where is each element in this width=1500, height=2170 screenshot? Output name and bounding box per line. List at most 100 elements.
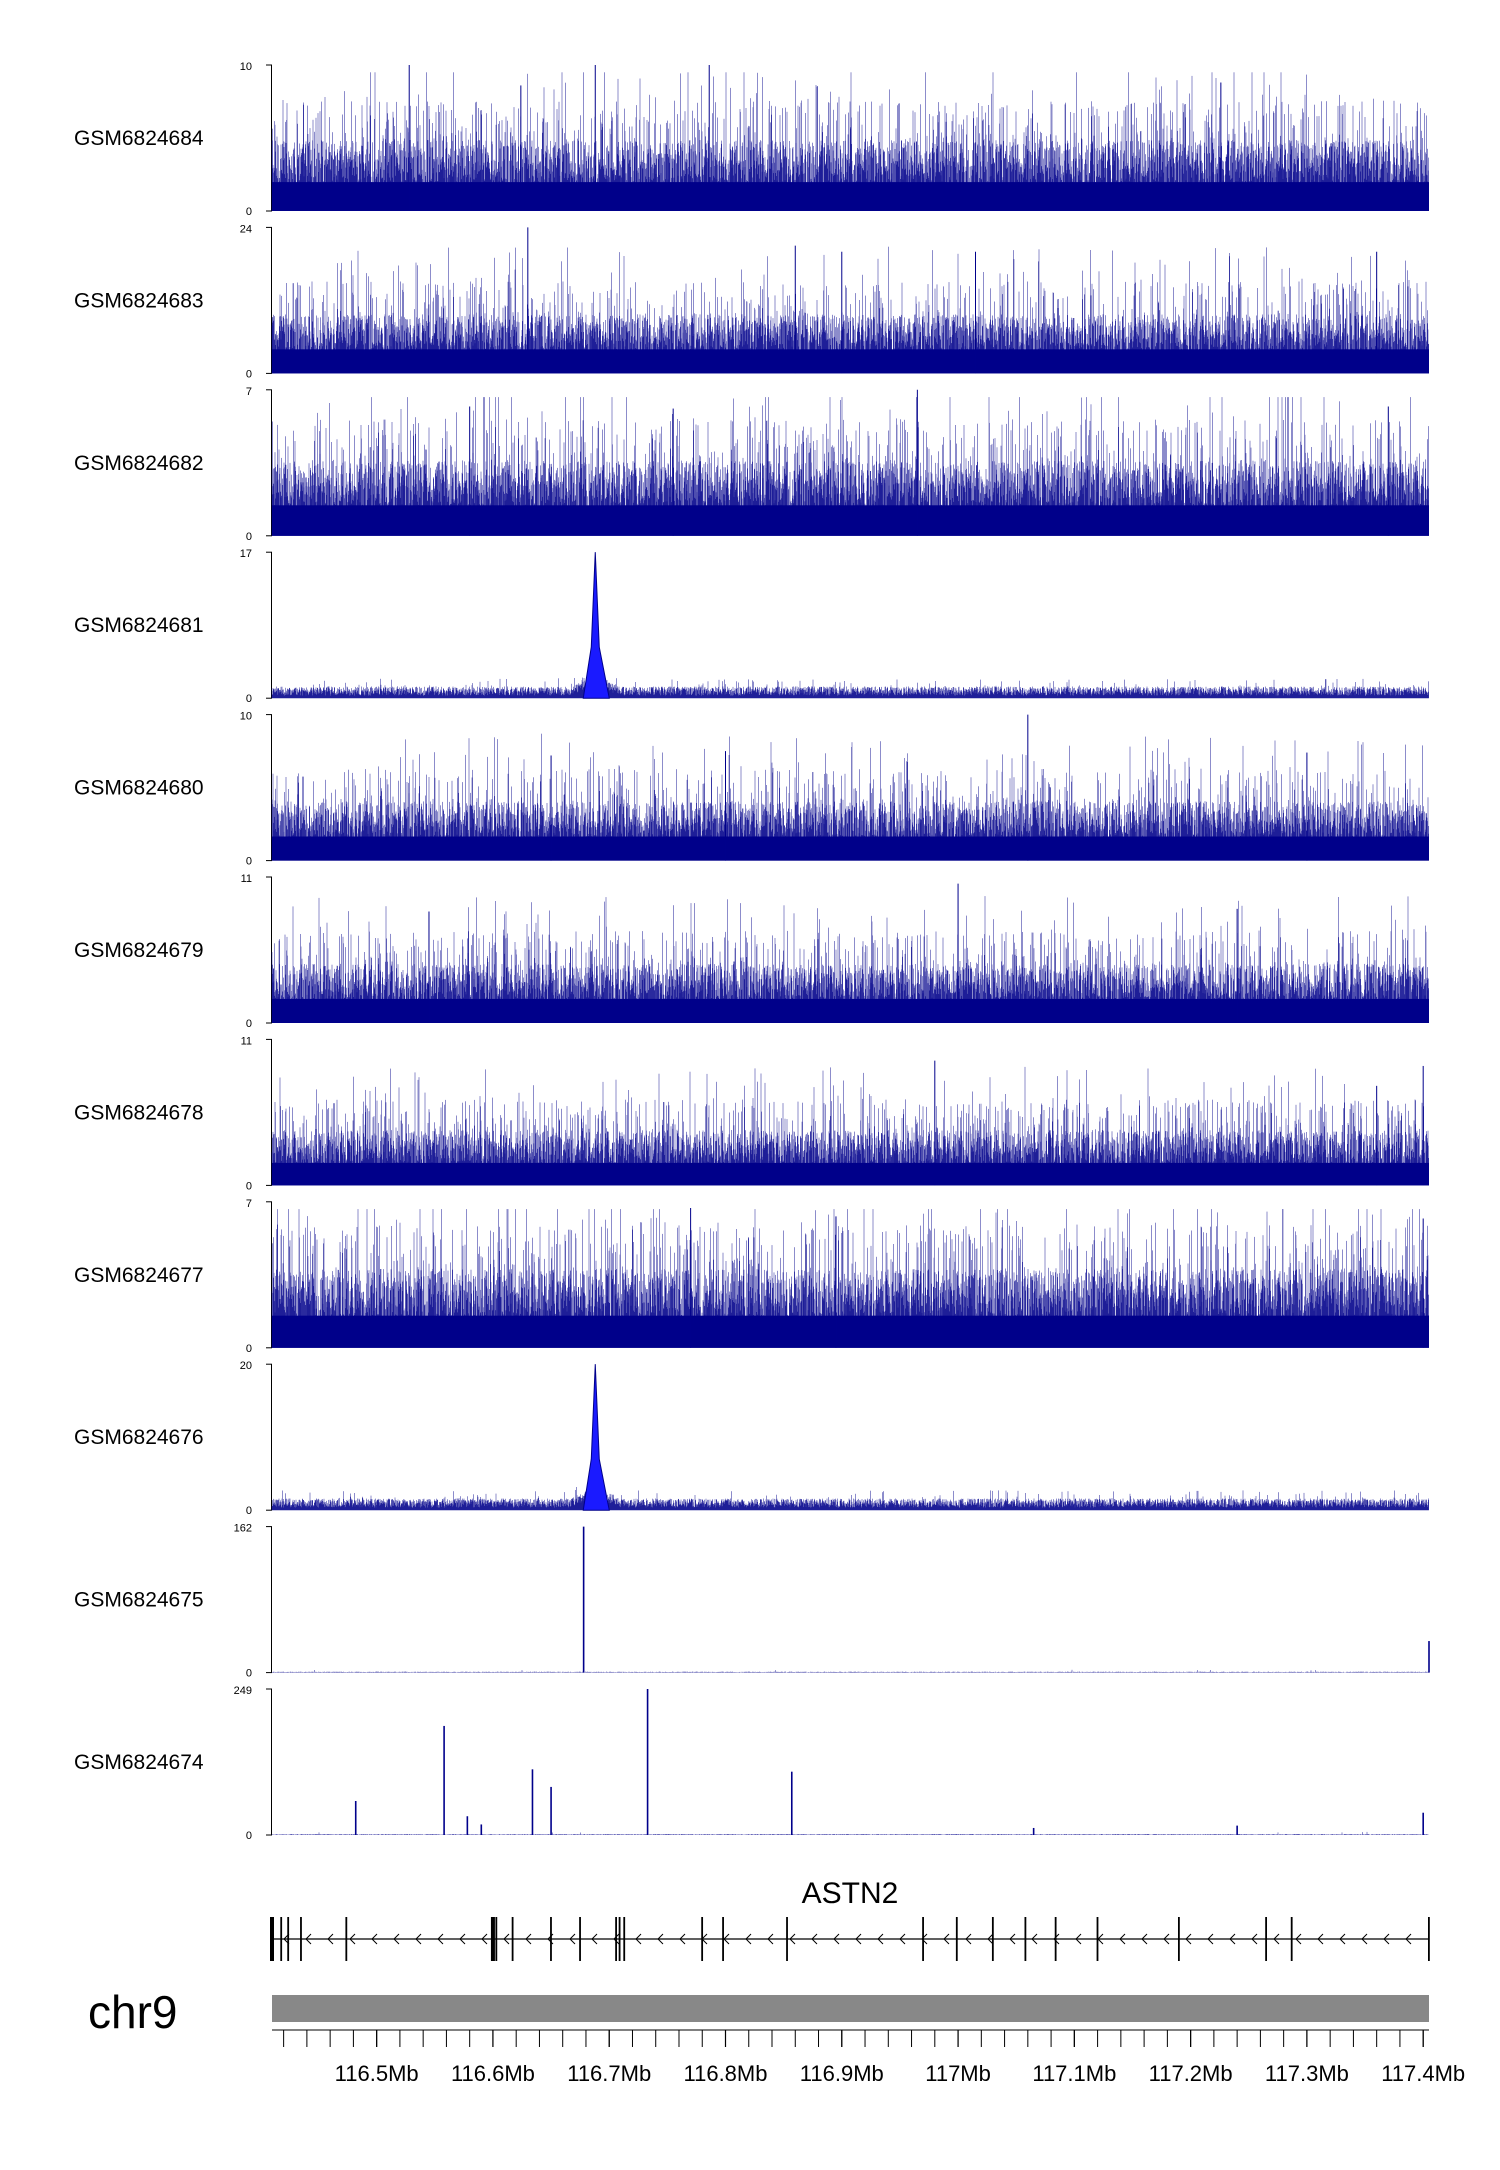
gene-exon <box>490 1917 495 1961</box>
y-tick-label-max: 10 <box>240 711 252 723</box>
y-tick-label-max: 11 <box>241 1035 252 1047</box>
gene-strand-arrow <box>855 1933 862 1945</box>
track-GSM6824676: GSM6824676 20 0 <box>74 1360 1429 1517</box>
y-tick-label-max: 10 <box>240 61 252 73</box>
track-GSM6824681: GSM6824681 17 0 <box>74 548 1429 705</box>
gene-exon <box>1290 1917 1293 1961</box>
gene-strand-arrow <box>789 1933 796 1945</box>
track-label: GSM6824675 <box>74 1589 204 1612</box>
gene-strand-arrow <box>635 1933 642 1945</box>
signal-bars <box>271 609 1429 699</box>
signal-bars <box>271 1404 1429 1511</box>
gene-strand-arrow <box>723 1933 730 1945</box>
gene-strand-arrow <box>437 1933 444 1945</box>
gene-strand-arrow <box>481 1933 488 1945</box>
signal-bars <box>271 1066 1429 1186</box>
gene-exon <box>922 1917 924 1961</box>
signal-bars <box>271 1209 1429 1348</box>
gene-strand-arrow <box>1317 1933 1324 1945</box>
gene-strand-arrow <box>1229 1933 1236 1945</box>
track-label: GSM6824679 <box>74 939 204 962</box>
track-label: GSM6824682 <box>74 452 204 475</box>
gene-strand-arrow <box>569 1933 576 1945</box>
signal-peak <box>582 1364 610 1511</box>
y-tick-label-max: 20 <box>240 1360 252 1372</box>
track-label: GSM6824684 <box>74 127 204 150</box>
gene-exon <box>345 1917 348 1961</box>
track-label: GSM6824677 <box>74 1264 204 1287</box>
axis-tick-label: 117.4Mb <box>1381 2061 1465 2086</box>
gene-exon <box>287 1917 290 1961</box>
gene-strand-arrow <box>877 1933 884 1945</box>
track-GSM6824682: GSM6824682 7 0 <box>74 386 1429 543</box>
y-tick-label-min: 0 <box>246 693 252 705</box>
gene-strand-arrow <box>833 1933 840 1945</box>
gene-exon <box>1428 1917 1430 1961</box>
gene-strand-arrow <box>767 1933 774 1945</box>
signal-bars <box>271 896 1429 1023</box>
gene-strand-arrow <box>1405 1933 1412 1945</box>
y-tick-label-max: 7 <box>246 1198 252 1210</box>
gene-exon <box>1096 1917 1099 1961</box>
track-label: GSM6824678 <box>74 1101 204 1124</box>
track-GSM6824684: GSM6824684 10 0 <box>74 61 1429 218</box>
track-GSM6824683: GSM6824683 24 0 <box>74 223 1429 380</box>
y-tick-label-min: 0 <box>246 1830 252 1842</box>
signal-bars <box>271 1831 1429 1835</box>
gene-strand-arrow <box>1009 1933 1016 1945</box>
gene-strand-arrow <box>1119 1933 1126 1945</box>
track-GSM6824679: GSM6824679 11 0 <box>74 873 1429 1030</box>
axis-tick-label: 116.5Mb <box>335 2061 419 2086</box>
y-tick-label-min: 0 <box>246 1180 252 1192</box>
gene-strand-arrow <box>393 1933 400 1945</box>
gene-exon <box>623 1917 626 1961</box>
gene-exon <box>786 1917 788 1961</box>
gene-strand-arrow <box>525 1933 532 1945</box>
gene-strand-arrow <box>1185 1933 1192 1945</box>
gene-exon <box>495 1917 498 1961</box>
axis-tick-label: 116.8Mb <box>684 2061 768 2086</box>
chromosome-ideogram-bar <box>272 1995 1429 2022</box>
gene-strand-arrow <box>1339 1933 1346 1945</box>
gene-exon <box>1177 1917 1180 1961</box>
genome-axis: 116.5Mb 116.6Mb 116.7Mb 116.8Mb 116.9Mb 117Mb… <box>272 2029 1465 2086</box>
axis-tick-label: 117Mb <box>925 2061 991 2086</box>
gene-strand-arrow <box>1141 1933 1148 1945</box>
signal-bars <box>271 733 1429 861</box>
track-GSM6824675: GSM6824675 162 0 <box>74 1523 1430 1680</box>
gene-strand-arrow <box>503 1933 510 1945</box>
gene-strand-arrow <box>921 1933 928 1945</box>
axis-tick-label: 117.2Mb <box>1149 2061 1233 2086</box>
gene-strand-arrow <box>327 1933 334 1945</box>
signal-peak <box>582 552 610 699</box>
y-tick-label-max: 11 <box>241 873 252 885</box>
signal-bars <box>271 397 1429 536</box>
y-tick-label-max: 24 <box>240 223 252 235</box>
signal-bars <box>271 246 1429 374</box>
signal-bars <box>271 1669 1429 1673</box>
gene-exon <box>550 1917 552 1961</box>
gene-exon <box>1054 1917 1057 1961</box>
gene-exon <box>615 1917 617 1961</box>
gene-strand-arrow <box>591 1933 598 1945</box>
y-tick-label-max: 249 <box>234 1685 252 1697</box>
y-tick-label-min: 0 <box>246 1668 252 1680</box>
y-tick-label-min: 0 <box>246 206 252 218</box>
gene-exon <box>1265 1917 1268 1961</box>
axis-tick-label: 116.6Mb <box>451 2061 535 2086</box>
axis-tick-label: 116.7Mb <box>567 2061 651 2086</box>
track-label: GSM6824674 <box>74 1751 204 1774</box>
gene-exon <box>300 1917 302 1961</box>
gene-strand-arrow <box>1031 1933 1038 1945</box>
ideogram-track: chr9 <box>88 1986 1429 2038</box>
gene-strand-arrow <box>1163 1933 1170 1945</box>
axis-tick-label: 117.1Mb <box>1032 2061 1116 2086</box>
y-tick-label-max: 7 <box>246 386 252 398</box>
gene-strand-arrow <box>679 1933 686 1945</box>
gene-strand-arrow <box>415 1933 422 1945</box>
track-GSM6824677: GSM6824677 7 0 <box>74 1198 1429 1355</box>
gene-strand-arrow <box>987 1933 994 1945</box>
y-tick-label-min: 0 <box>246 1505 252 1517</box>
y-tick-label-min: 0 <box>246 368 252 380</box>
track-GSM6824678: GSM6824678 11 0 <box>74 1035 1429 1192</box>
